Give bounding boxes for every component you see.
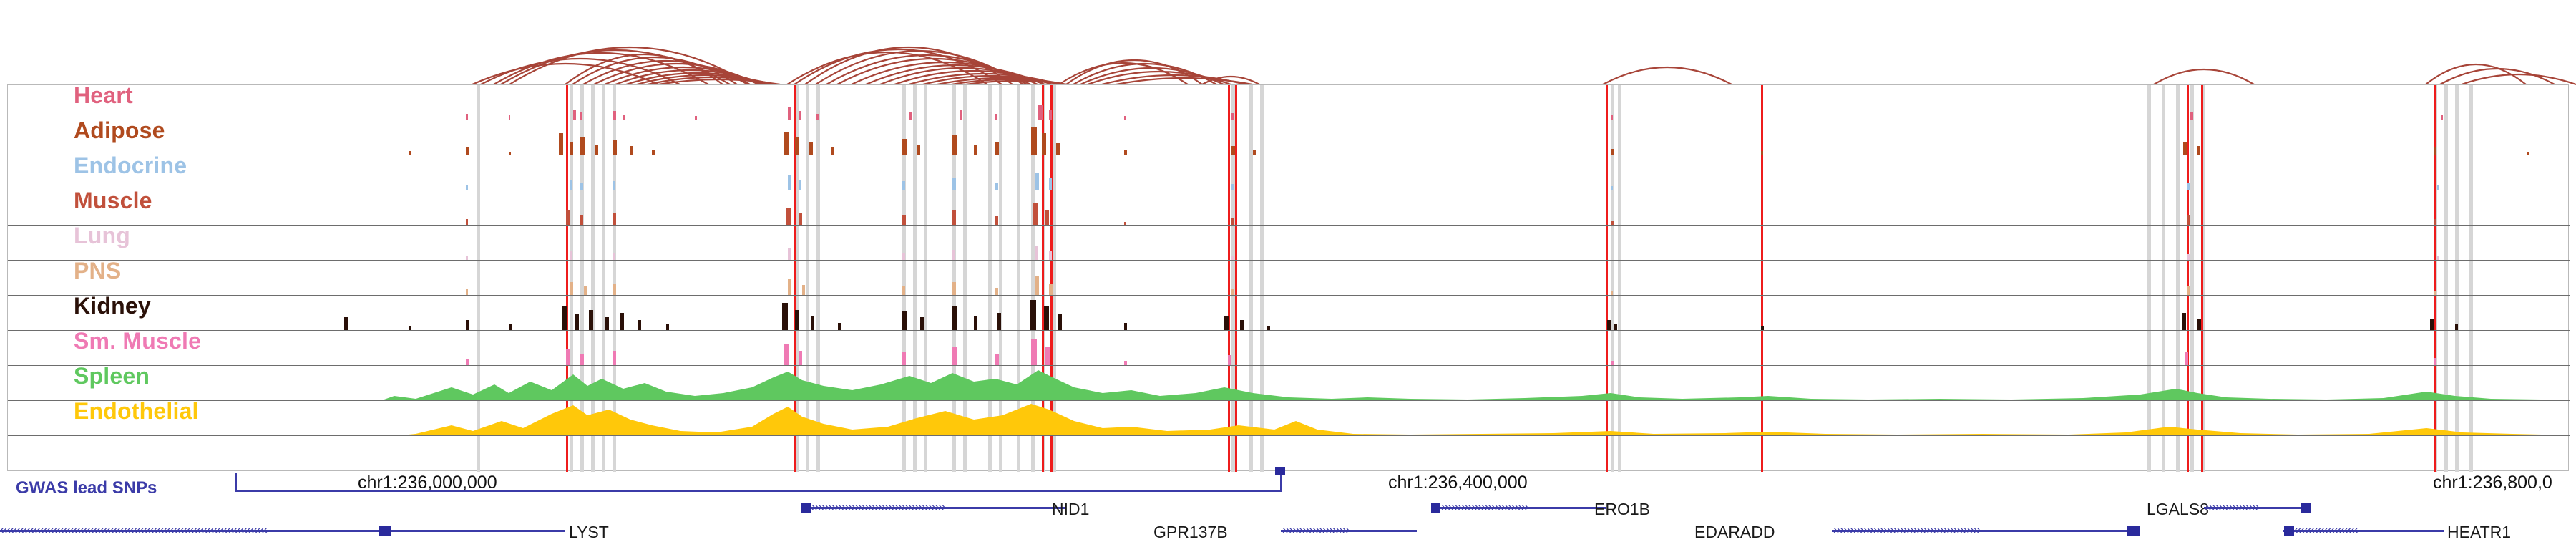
gene-label-edaradd: EDARADD [1694, 523, 1775, 541]
track-adipose: Adipose [8, 117, 2570, 155]
gene-label-ero1b: ERO1B [1594, 500, 1650, 518]
gene-label-gpr137b: GPR137B [1153, 523, 1228, 541]
track-label-sm-muscle: Sm. Muscle [74, 328, 202, 354]
gene-label-nid1: NID1 [1052, 500, 1090, 518]
gene-label-heatr1: HEATR1 [2447, 523, 2512, 541]
gene-label-lgals8: LGALS8 [2147, 500, 2209, 518]
gene-label-lyst: LYST [569, 523, 609, 541]
track-heart: Heart [8, 82, 2570, 120]
track-endothelial: Endothelial [8, 398, 2570, 436]
track-label-adipose: Adipose [74, 117, 165, 143]
track-muscle: Muscle [8, 188, 2570, 226]
track-label-heart: Heart [74, 82, 133, 108]
track-lung: Lung [8, 223, 2570, 261]
track-label-lung: Lung [74, 223, 130, 248]
chromatin-interaction-arcs [0, 0, 2576, 89]
tissue-track-panel: Heart [7, 82, 2570, 472]
coordinate-label-0: chr1:236,000,000 [358, 473, 497, 493]
track-spleen: Spleen [8, 363, 2570, 401]
track-label-pns: PNS [74, 258, 122, 284]
coordinate-label-1: chr1:236,400,000 [1388, 473, 1528, 493]
track-label-muscle: Muscle [74, 188, 152, 213]
track-kidney: Kidney [8, 293, 2570, 331]
track-pns: PNS [8, 258, 2570, 296]
gene-annotation-track: ››››››››››››››››››››››››››››››››››››››››… [0, 500, 2512, 541]
track-label-endocrine: Endocrine [74, 153, 187, 178]
track-endocrine: Endocrine [8, 153, 2570, 190]
track-label-endothelial: Endothelial [74, 398, 199, 424]
coordinate-label-2: chr1:236,800,0 [2433, 473, 2552, 493]
coordinate-axis: chr1:236,000,000 chr1:236,400,000 chr1:2… [0, 467, 2576, 495]
track-label-kidney: Kidney [74, 293, 151, 319]
track-label-spleen: Spleen [74, 363, 150, 389]
track-sm-muscle: Sm. Muscle [8, 328, 2570, 366]
gwas-lead-snps-label: GWAS lead SNPs [16, 478, 157, 498]
